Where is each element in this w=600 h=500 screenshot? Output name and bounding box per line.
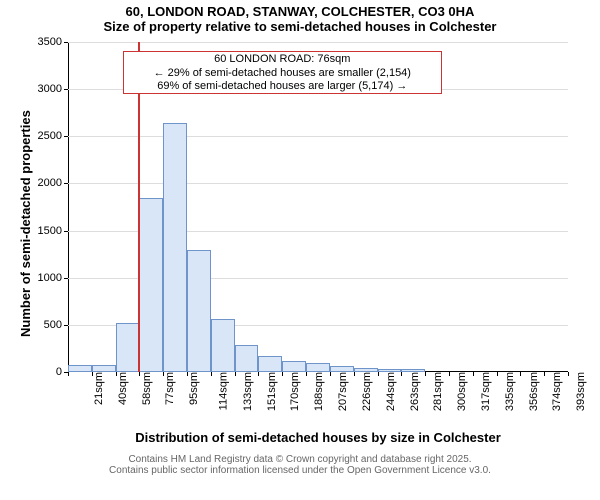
x-tick-mark (568, 372, 569, 376)
histogram-bar (258, 356, 282, 372)
x-tick-mark (520, 372, 521, 376)
x-tick-mark (378, 372, 379, 376)
x-tick-mark (330, 372, 331, 376)
y-axis-title: Number of semi-detached properties (18, 110, 33, 337)
plot-area: 050010001500200025003000350021sqm40sqm58… (68, 42, 568, 372)
x-tick-label: 77sqm (162, 372, 176, 405)
footer: Contains HM Land Registry data © Crown c… (0, 454, 600, 476)
gridline (68, 183, 568, 184)
x-tick-label: 151sqm (264, 372, 278, 411)
x-tick-label: 356sqm (526, 372, 540, 411)
x-tick-label: 317sqm (478, 372, 492, 411)
x-tick-mark (282, 372, 283, 376)
x-tick-label: 300sqm (454, 372, 468, 411)
x-tick-label: 114sqm (215, 372, 229, 410)
histogram-bar (68, 365, 92, 372)
annotation-line2: ← 29% of semi-detached houses are smalle… (126, 67, 439, 80)
x-tick-mark (92, 372, 93, 376)
histogram-bar (92, 365, 116, 372)
histogram-bar (401, 369, 425, 372)
x-tick-mark (139, 372, 140, 376)
x-tick-label: 58sqm (139, 372, 153, 405)
histogram-bar (378, 369, 402, 372)
x-tick-mark (211, 372, 212, 376)
x-tick-mark (425, 372, 426, 376)
footer-line2: Contains public sector information licen… (0, 465, 600, 476)
histogram-bar (116, 323, 140, 372)
x-tick-label: 207sqm (335, 372, 349, 411)
x-axis-title: Distribution of semi-detached houses by … (68, 430, 568, 445)
x-tick-label: 335sqm (502, 372, 516, 411)
y-tick-label: 500 (44, 319, 68, 331)
y-tick-label: 1000 (38, 272, 68, 284)
annotation-line3: 69% of semi-detached houses are larger (… (126, 80, 439, 93)
histogram-bar (282, 361, 306, 372)
y-tick-label: 0 (56, 366, 68, 378)
y-axis-line (68, 42, 69, 372)
x-tick-mark (163, 372, 164, 376)
x-tick-mark (116, 372, 117, 376)
histogram-bar (354, 368, 378, 372)
y-tick-label: 2500 (38, 130, 68, 142)
annotation-line1: 60 LONDON ROAD: 76sqm (126, 53, 439, 66)
x-tick-mark (187, 372, 188, 376)
y-tick-label: 1500 (38, 225, 68, 237)
gridline (68, 136, 568, 137)
x-tick-label: 21sqm (91, 372, 105, 405)
histogram-bar (139, 198, 163, 372)
x-tick-mark (258, 372, 259, 376)
x-tick-label: 244sqm (383, 372, 397, 411)
x-tick-mark (68, 372, 69, 376)
histogram-bar (330, 366, 354, 372)
x-tick-label: 170sqm (288, 372, 302, 411)
chart-title-line2: Size of property relative to semi-detach… (0, 19, 600, 34)
x-tick-mark (235, 372, 236, 376)
chart-container: 60, LONDON ROAD, STANWAY, COLCHESTER, CO… (0, 0, 600, 500)
annotation-box: 60 LONDON ROAD: 76sqm← 29% of semi-detac… (123, 51, 442, 93)
chart-title-line1: 60, LONDON ROAD, STANWAY, COLCHESTER, CO… (0, 0, 600, 19)
x-tick-label: 133sqm (240, 372, 254, 411)
histogram-bar (235, 345, 259, 372)
gridline (68, 42, 568, 43)
y-tick-label: 2000 (38, 177, 68, 189)
x-tick-label: 281sqm (430, 372, 444, 411)
x-tick-mark (497, 372, 498, 376)
x-tick-label: 188sqm (311, 372, 325, 411)
histogram-bar (163, 123, 187, 372)
plot: 050010001500200025003000350021sqm40sqm58… (68, 42, 568, 372)
x-tick-mark (473, 372, 474, 376)
x-tick-mark (544, 372, 545, 376)
y-tick-label: 3000 (38, 83, 68, 95)
histogram-bar (211, 319, 235, 372)
x-tick-label: 393sqm (573, 372, 587, 411)
x-tick-label: 95sqm (186, 372, 200, 405)
x-tick-mark (449, 372, 450, 376)
histogram-bar (187, 250, 211, 372)
x-tick-label: 263sqm (407, 372, 421, 411)
x-tick-mark (401, 372, 402, 376)
x-tick-mark (306, 372, 307, 376)
x-tick-label: 40sqm (115, 372, 129, 405)
y-tick-label: 3500 (38, 36, 68, 48)
x-tick-label: 374sqm (550, 372, 564, 411)
footer-line1: Contains HM Land Registry data © Crown c… (0, 454, 600, 465)
x-tick-mark (354, 372, 355, 376)
histogram-bar (306, 363, 330, 372)
x-tick-label: 226sqm (359, 372, 373, 411)
